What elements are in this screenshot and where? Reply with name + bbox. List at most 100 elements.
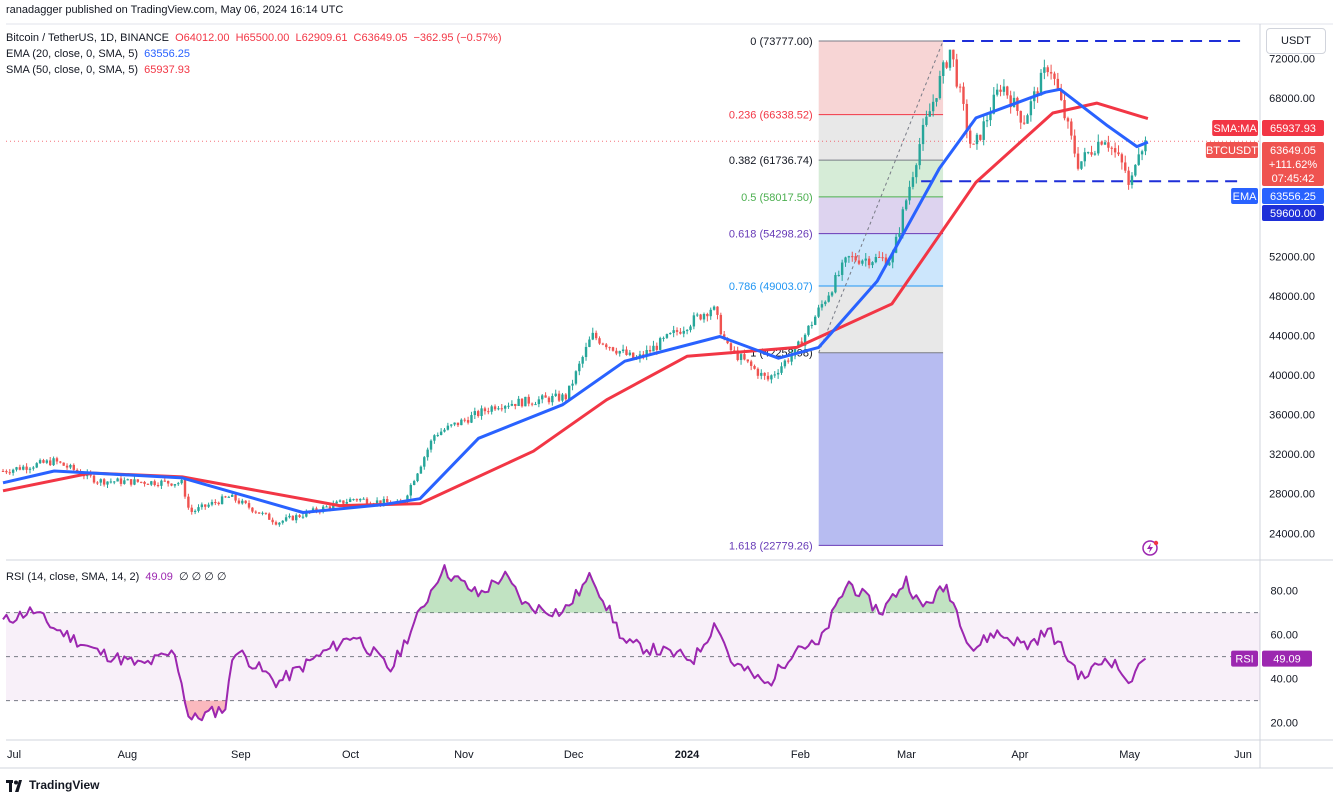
candle-body (898, 233, 901, 237)
candle-body (948, 49, 952, 68)
candle-body (958, 86, 962, 88)
candle-body (685, 330, 689, 332)
time-tick-label: Oct (342, 749, 359, 761)
fib-level-label: 0.786 (49003.07) (729, 281, 813, 293)
candle-body (1107, 142, 1110, 148)
candle-body (712, 306, 716, 310)
rsi-tag-value: 49.09 (1273, 654, 1301, 666)
candle-body (989, 113, 992, 121)
fib-zone (818, 352, 944, 546)
candle-body (342, 500, 345, 504)
candle-body (1134, 164, 1137, 176)
candle-body (439, 431, 443, 435)
candle-body (443, 429, 446, 432)
candle-body (170, 483, 173, 486)
candle-body (220, 496, 224, 505)
candle-body (5, 471, 8, 473)
candle-body (49, 460, 52, 466)
tradingview-logo[interactable]: TradingView (6, 778, 99, 792)
candle-body (999, 89, 1002, 92)
candle-body (133, 479, 136, 485)
candle-body (466, 420, 470, 423)
candle-body (42, 460, 45, 463)
candle-body (824, 301, 827, 305)
candle-body (621, 349, 625, 352)
candle-body (325, 506, 328, 508)
ema-tag-value: 63556.25 (1270, 191, 1316, 203)
candle-body (473, 411, 477, 416)
candle-body (200, 504, 204, 508)
candle-body (979, 134, 982, 140)
candle-body (797, 341, 800, 347)
fib-level-label: 0.618 (54298.26) (729, 229, 813, 241)
candle-body (1080, 161, 1083, 169)
candle-body (679, 331, 682, 334)
candle-body (109, 481, 113, 483)
candle-body (908, 186, 911, 201)
candle-body (749, 361, 753, 366)
candle-body (227, 496, 231, 498)
candle-body (658, 338, 662, 350)
candle-body (955, 59, 958, 87)
candle-body (1002, 86, 1006, 92)
candle-body (982, 121, 985, 140)
candle-body (419, 466, 423, 474)
candle-body (547, 397, 551, 403)
candle-body (234, 494, 237, 501)
candle-body (460, 419, 463, 426)
sma-legend[interactable]: SMA (50, close, 0, SMA, 5) 65937.93 (6, 64, 193, 76)
publisher-line: ranadagger published on TradingView.com,… (6, 4, 344, 16)
candle-body (382, 499, 386, 505)
candle-body (183, 479, 187, 497)
candle-body (675, 330, 679, 332)
candle-body (632, 352, 635, 359)
candle-body (810, 324, 814, 326)
candle-body (92, 475, 96, 483)
symbol-name[interactable]: Bitcoin / TetherUS, 1D, BINANCE (6, 32, 170, 44)
candle-body (173, 484, 177, 486)
candle-body (517, 398, 520, 406)
candle-body (611, 347, 615, 351)
candle-body (295, 515, 298, 521)
candle-body (224, 496, 227, 498)
candle-body (867, 258, 871, 266)
candle-body (446, 425, 450, 430)
candle-body (146, 483, 150, 485)
fib-level-label: 0.5 (58017.50) (741, 192, 813, 204)
candle-body (305, 511, 308, 517)
candle-body (544, 395, 547, 398)
candle-body (453, 422, 456, 425)
candle-body (348, 499, 352, 502)
candle-body (618, 351, 621, 354)
rsi-tag-name: RSI (1235, 654, 1253, 666)
rsi-legend[interactable]: RSI (14, close, SMA, 14, 2) 49.09 ∅ ∅ ∅ … (6, 570, 229, 583)
candle-body (11, 469, 15, 473)
rsi-legend-value: 49.09 (145, 571, 173, 583)
candle-body (760, 372, 763, 376)
candle-body (935, 98, 938, 102)
ema-legend[interactable]: EMA (20, close, 0, SMA, 5) 63556.25 (6, 48, 193, 60)
candle-body (938, 75, 942, 99)
candle-body (1049, 72, 1053, 74)
candle-body (241, 500, 244, 504)
candle-body (456, 422, 460, 426)
candle-body (1070, 121, 1073, 136)
candle-body (1016, 97, 1019, 111)
candle-body (1083, 152, 1086, 162)
candle-body (261, 512, 264, 514)
candle-body (150, 481, 153, 485)
candle-body (1006, 86, 1009, 96)
candle-body (237, 500, 241, 504)
candle-body (284, 517, 288, 521)
symbol-legend: Bitcoin / TetherUS, 1D, BINANCE O64012.0… (6, 32, 505, 44)
price-tag-change: +111.62% (1269, 159, 1317, 171)
candle-body (28, 468, 32, 470)
candle-body (793, 346, 797, 356)
candle-body (581, 357, 584, 364)
candle-body (96, 482, 99, 484)
currency-button[interactable]: USDT (1266, 28, 1326, 54)
candle-body (136, 479, 140, 482)
candle-body (564, 394, 568, 400)
candle-body (665, 334, 669, 338)
price-tag-name-bg (1205, 142, 1258, 158)
